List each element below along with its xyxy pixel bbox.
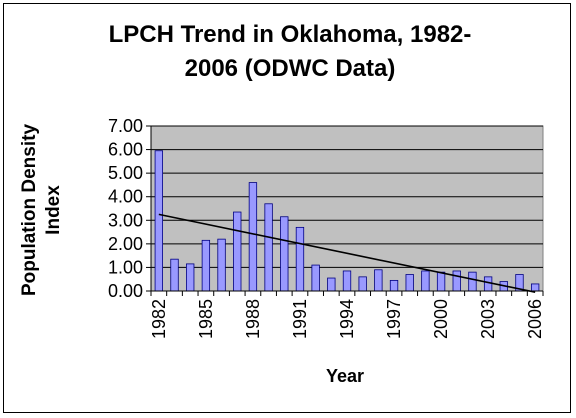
x-tick-label-1982: 1982 [149,299,169,339]
y-tick-label: 5.00 [108,163,143,183]
bar-1999 [421,270,430,292]
bar-1996 [374,269,383,292]
trendline [158,213,536,293]
bar-1986 [217,238,226,292]
bar-2001 [452,270,461,292]
x-tick-label-1994: 1994 [337,299,357,339]
bar-1984 [186,263,195,292]
bar-1997 [389,279,399,292]
y-tick-label: 0.00 [108,281,143,301]
y-tick-label: 7.00 [108,116,143,136]
bar-1994 [342,270,352,292]
bar-1998 [405,274,414,292]
bar-1990 [280,216,289,292]
x-tick-label-1991: 1991 [290,299,310,339]
x-tick-label-1985: 1985 [196,299,216,339]
x-tick-label-1988: 1988 [243,299,263,339]
y-tick-label: 6.00 [108,140,143,160]
x-tick-label-2006: 2006 [525,299,545,339]
x-tick-label-2003: 2003 [478,299,498,339]
bar-1982 [154,150,164,292]
bar-2006 [530,283,540,292]
bar-2002 [468,271,477,292]
bar-1993 [327,277,336,292]
bar-1988 [248,182,258,292]
chart-title: LPCH Trend in Oklahoma, 1982- 2006 (ODWC… [40,18,540,86]
bar-1991 [295,226,305,292]
chart-title-line-1: LPCH Trend in Oklahoma, 1982- [108,21,472,48]
bar-1987 [233,211,242,292]
bar-2003 [483,276,493,292]
y-tick-label: 3.00 [108,210,143,230]
x-tick-label-2000: 2000 [431,299,451,339]
bar-1985 [201,239,211,292]
bar-1995 [358,276,367,292]
plot-area [150,125,544,292]
bar-1992 [311,264,320,292]
y-tick-label: 2.00 [108,234,143,254]
chart-title-line-2: 2006 (ODWC Data) [184,55,396,82]
bar-1989 [264,203,273,292]
x-tick-label-1997: 1997 [384,299,404,339]
bar-2000 [436,271,446,292]
y-tick-label: 4.00 [108,187,143,207]
bar-1983 [170,258,179,292]
y-tick-label: 1.00 [108,257,143,277]
x-axis-label: Year [325,366,365,386]
